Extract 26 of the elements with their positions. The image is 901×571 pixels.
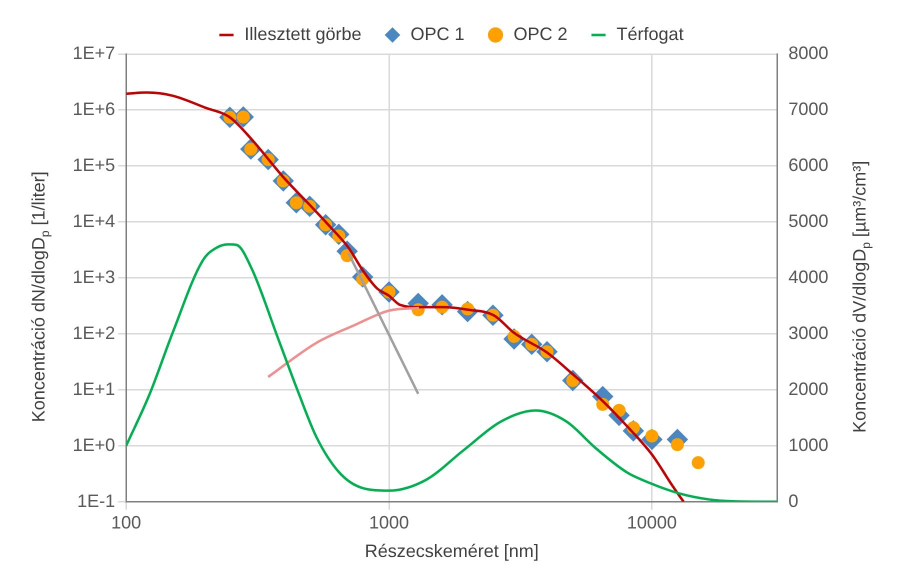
y-tick-label: 1E+6 (72, 98, 116, 119)
legend-label: OPC 1 (410, 24, 465, 44)
legend-label: Térfogat (616, 24, 684, 44)
y2-tick-label: 6000 (788, 154, 828, 175)
y2-tick-label: 2000 (788, 378, 828, 399)
x-tick-label: 100 (111, 512, 142, 533)
y2-tick-label: 7000 (788, 98, 828, 119)
y-tick-label: 1E+1 (72, 378, 116, 399)
y-tick-label: 1E+3 (72, 266, 116, 287)
y-tick-label: 1E+4 (72, 210, 116, 231)
x-tick-label: 1000 (369, 512, 410, 533)
x-axis-title: Részecskeméret [nm] (364, 541, 539, 562)
y-tick-label: 1E+0 (72, 434, 116, 455)
y2-tick-label: 1000 (788, 434, 828, 455)
y-tick-label: 1E+5 (72, 154, 116, 175)
y2-tick-label: 5000 (788, 210, 828, 231)
y-tick-label: 1E+2 (72, 322, 116, 343)
y2-tick-label: 4000 (788, 266, 828, 287)
y-tick-label: 1E+7 (72, 42, 116, 63)
y2-tick-label: 8000 (788, 42, 828, 63)
x-tick-label: 10000 (626, 512, 677, 533)
y-tick-label: 1E-1 (77, 490, 116, 511)
legend-label: Illesztett görbe (244, 24, 362, 44)
legend-label: OPC 2 (514, 24, 568, 44)
y2-tick-label: 0 (788, 490, 798, 511)
y2-tick-label: 3000 (788, 322, 828, 343)
